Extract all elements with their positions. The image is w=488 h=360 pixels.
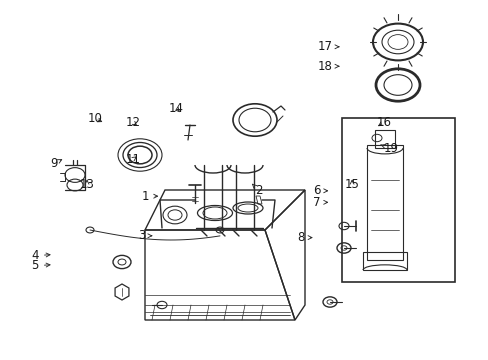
Text: 12: 12 [125, 116, 140, 129]
Text: 7: 7 [312, 196, 327, 209]
Text: 5: 5 [31, 259, 50, 272]
Text: 3: 3 [138, 229, 151, 242]
Text: 4: 4 [31, 249, 50, 262]
Text: 17: 17 [317, 40, 338, 53]
Text: 19: 19 [380, 142, 398, 155]
Text: 2: 2 [252, 184, 263, 197]
Text: 8: 8 [297, 231, 311, 244]
Text: 15: 15 [344, 178, 359, 191]
Text: 10: 10 [88, 112, 102, 125]
Text: 11: 11 [125, 153, 140, 166]
Text: 16: 16 [376, 116, 390, 129]
Text: 18: 18 [317, 60, 338, 73]
Text: 9: 9 [50, 157, 61, 170]
Text: 6: 6 [312, 184, 327, 197]
Text: 14: 14 [168, 102, 183, 114]
Text: 13: 13 [80, 178, 94, 191]
Text: 1: 1 [142, 190, 157, 203]
